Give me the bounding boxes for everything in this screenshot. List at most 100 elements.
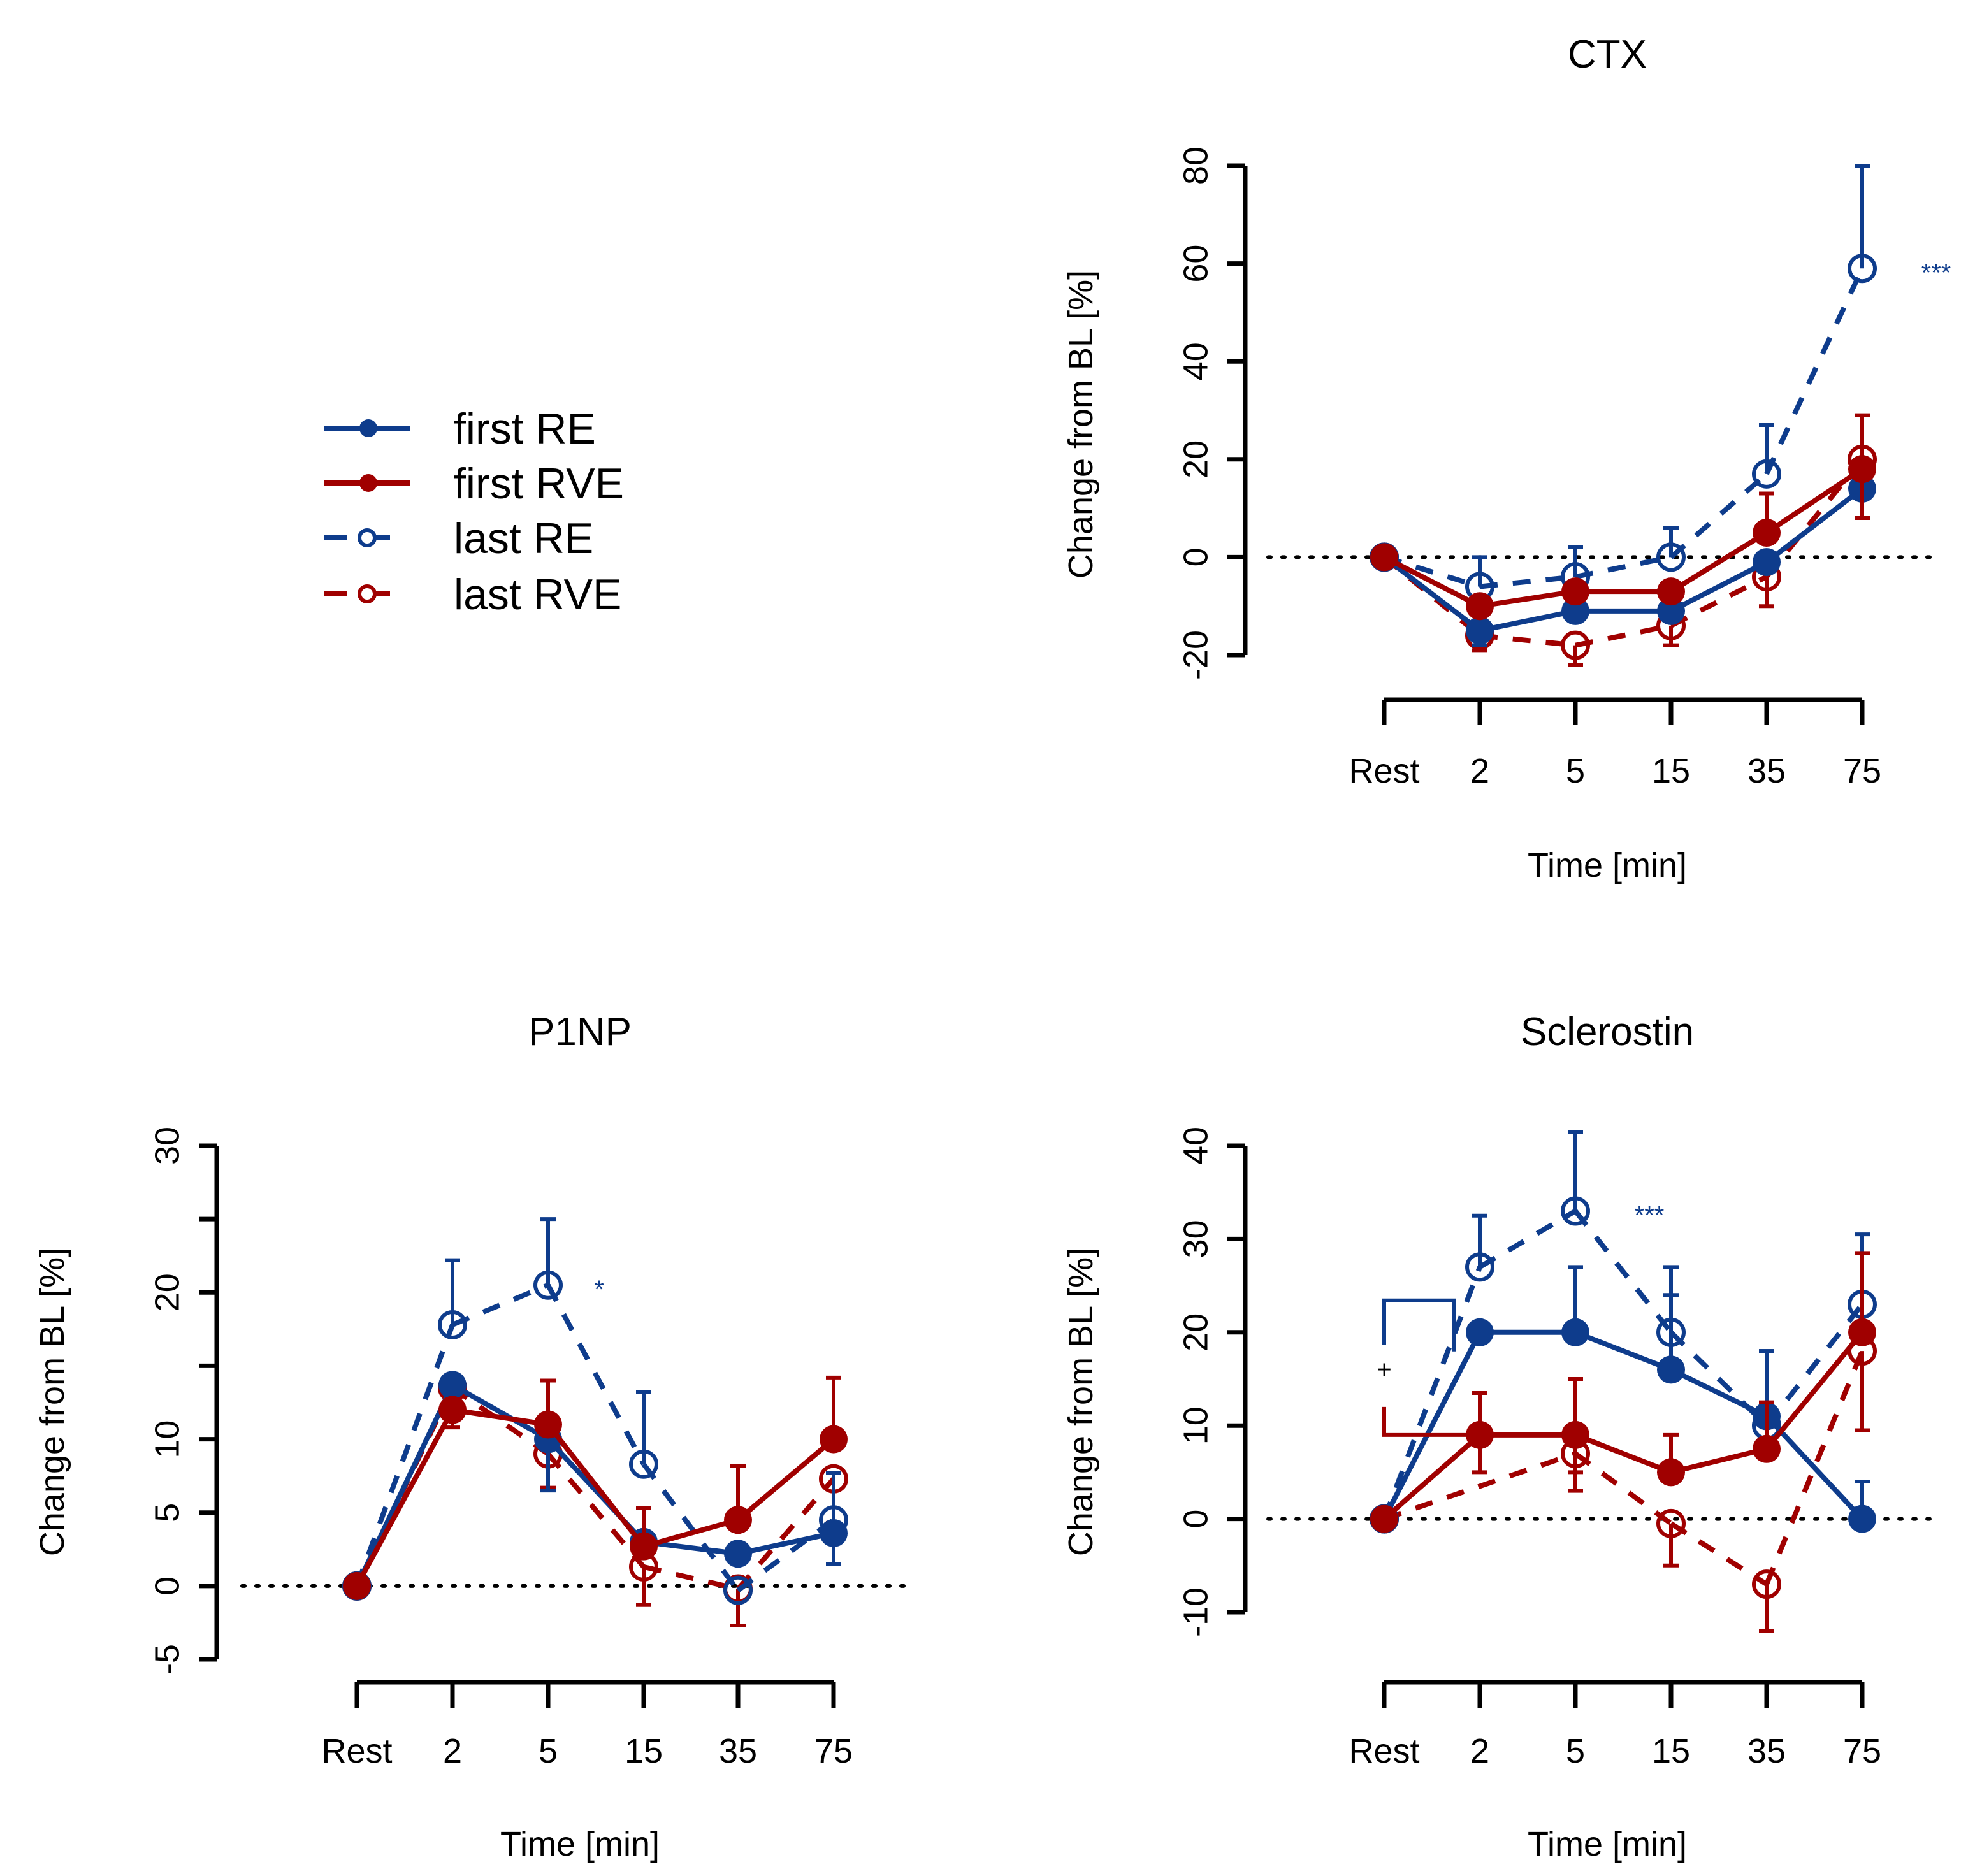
data-point <box>1370 1504 1398 1533</box>
panel-sclerostin: Sclerostin Change from BL [%] Time [min]… <box>1062 1010 1937 1863</box>
data-point <box>1656 1508 1686 1538</box>
x-tick-label: 5 <box>1566 1732 1585 1770</box>
series-line-segment <box>1573 1209 1674 1334</box>
y-tick-label: 40 <box>1176 1127 1215 1165</box>
legend-label: last RE <box>454 514 593 563</box>
x-axis-label: Time [min] <box>1528 1825 1687 1863</box>
data-point <box>1848 1318 1876 1346</box>
series-line-segment <box>1669 1521 1769 1587</box>
data-point <box>533 1270 563 1300</box>
legend-entry: first RE <box>324 405 596 453</box>
y-tick-label: 20 <box>1176 1313 1215 1352</box>
series-first-rve <box>343 1375 848 1600</box>
series-line-segment <box>1479 608 1576 633</box>
annotation-label: *** <box>1921 259 1951 287</box>
series-line-segment <box>1764 1331 1865 1451</box>
data-point <box>438 1396 467 1424</box>
x-tick-label: 2 <box>1470 752 1489 790</box>
series-line-segment <box>1383 1451 1577 1522</box>
data-point <box>1561 1420 1589 1449</box>
data-point <box>1466 592 1494 621</box>
y-tick-label: 10 <box>148 1420 186 1459</box>
y-axis-label: Change from BL [%] <box>1062 270 1100 579</box>
series-line-segment <box>1764 267 1865 475</box>
series-line-segment <box>736 1437 835 1522</box>
data-point <box>1848 254 1877 284</box>
series-line-segment <box>1574 1330 1672 1373</box>
series-line-segment <box>1382 1432 1482 1521</box>
data-point <box>1657 596 1685 625</box>
data-point <box>1753 519 1781 547</box>
x-tick-label: 75 <box>1843 1732 1881 1770</box>
annotation-label: * <box>594 1276 604 1304</box>
chart-title: CTX <box>1568 32 1647 76</box>
x-tick-label: 5 <box>1566 752 1585 790</box>
series-line-segment <box>643 1564 739 1592</box>
series-line-segment <box>1574 1432 1672 1475</box>
series-line-segment <box>1670 1367 1768 1419</box>
x-tick-label: 35 <box>1747 1732 1786 1770</box>
series-line-segment <box>1765 466 1864 535</box>
data-point <box>1753 1434 1781 1463</box>
data-point <box>820 1519 848 1547</box>
y-tick-label: 0 <box>1176 547 1215 566</box>
y-tick-label: -10 <box>1176 1587 1215 1637</box>
y-tick-label: 40 <box>1176 342 1215 380</box>
x-tick-label: 2 <box>1470 1732 1489 1770</box>
x-tick-label: 5 <box>539 1732 558 1770</box>
series-line-segment <box>641 1462 741 1592</box>
legend-entry: first RVE <box>324 459 624 508</box>
series-line-segment <box>1479 633 1576 648</box>
series-line-segment <box>1382 1331 1482 1520</box>
series-line-segment <box>1670 559 1768 614</box>
series-last-re <box>1370 1130 1877 1534</box>
data-point <box>1657 577 1685 606</box>
x-axis-label: Time [min] <box>1528 846 1687 884</box>
series-last-rve <box>1370 1336 1877 1633</box>
legend: first RE first RVE last RE last RVE <box>324 405 624 619</box>
data-point <box>1752 1569 1781 1599</box>
data-point <box>1561 1318 1589 1346</box>
data-point <box>438 1310 467 1339</box>
data-point <box>1656 542 1686 572</box>
data-point <box>1848 1504 1876 1533</box>
y-tick-label: -20 <box>1176 630 1215 680</box>
legend-label: first RVE <box>454 459 624 508</box>
data-point <box>438 1371 467 1399</box>
data-point <box>820 1425 848 1454</box>
y-tick-label: 10 <box>1176 1406 1215 1445</box>
data-point <box>629 1449 658 1479</box>
y-tick-label: 60 <box>1176 245 1215 283</box>
series-line-segment <box>546 1283 646 1466</box>
data-point <box>1561 596 1589 625</box>
data-point <box>723 1575 753 1605</box>
series-line-segment <box>451 1382 549 1442</box>
x-tick-label: 2 <box>443 1732 462 1770</box>
series-line-segment <box>1764 458 1865 579</box>
series-first-rve <box>1370 413 1876 621</box>
series-line-segment <box>1575 623 1672 648</box>
x-tick-label: 15 <box>625 1732 663 1770</box>
series-line-segment <box>1764 1302 1865 1427</box>
x-tick-label: 15 <box>1652 752 1690 790</box>
annotation-label: + <box>1377 1355 1391 1383</box>
data-point <box>1752 459 1781 489</box>
legend-marker <box>358 528 377 547</box>
series-line-segment <box>451 1283 549 1327</box>
data-point <box>1561 577 1589 606</box>
data-point <box>534 1410 562 1439</box>
data-point <box>1657 1458 1685 1487</box>
legend-entry: last RE <box>324 514 593 563</box>
significance-bracket-re <box>1382 1298 1456 1352</box>
x-tick-label: 15 <box>1652 1732 1690 1770</box>
y-axis-label: Change from BL [%] <box>1062 1248 1100 1556</box>
series-line-segment <box>1383 554 1481 609</box>
y-tick-label: 30 <box>148 1127 186 1165</box>
series-last-re <box>1370 164 1877 602</box>
series-line-segment <box>1478 1209 1577 1269</box>
series-last-rve <box>1370 444 1877 667</box>
legend-label: last RVE <box>454 570 621 619</box>
data-point <box>724 1540 752 1568</box>
x-axis-label: Time [min] <box>500 1825 660 1863</box>
